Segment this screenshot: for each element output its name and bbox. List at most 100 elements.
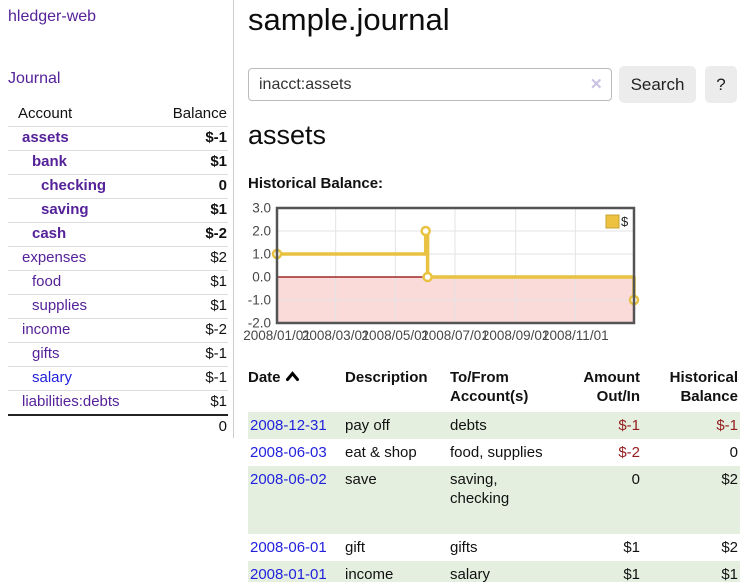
transaction-accounts: saving, checking bbox=[450, 466, 580, 534]
transaction-description: eat & shop bbox=[345, 444, 417, 461]
account-row: food $1 bbox=[8, 270, 228, 295]
svg-text:2.0: 2.0 bbox=[252, 224, 271, 239]
account-row: salary $-1 bbox=[8, 366, 228, 391]
svg-text:2008/07/01: 2008/07/01 bbox=[421, 328, 489, 343]
svg-text:1.0: 1.0 bbox=[252, 247, 271, 262]
page-title: sample.journal bbox=[248, 2, 450, 37]
svg-text:2008/11/01: 2008/11/01 bbox=[542, 328, 609, 343]
transaction-balance: 0 bbox=[729, 444, 738, 461]
svg-text:2008/01/01: 2008/01/01 bbox=[243, 328, 311, 343]
svg-text:$: $ bbox=[621, 214, 629, 229]
search-input[interactable] bbox=[248, 68, 612, 101]
column-header-balance: Historical Balance bbox=[669, 369, 738, 405]
account-row: saving $1 bbox=[8, 198, 228, 223]
account-row: liabilities:debts $1 bbox=[8, 390, 228, 416]
transaction-date-link[interactable]: 2008-06-03 bbox=[250, 444, 327, 461]
transaction-accounts: food, supplies bbox=[450, 444, 543, 461]
svg-text:3.0: 3.0 bbox=[252, 201, 271, 216]
account-link-assets[interactable]: assets bbox=[22, 129, 69, 146]
account-balance: 0 bbox=[218, 177, 227, 194]
svg-text:0.0: 0.0 bbox=[252, 270, 271, 285]
account-row: income $-2 bbox=[8, 318, 228, 343]
account-balance: $-2 bbox=[205, 225, 227, 242]
transaction-description: save bbox=[345, 466, 450, 534]
register-row: 2008-01-01 income salary $1 $1 bbox=[248, 561, 740, 582]
transaction-amount: $1 bbox=[623, 539, 640, 556]
svg-text:-1.0: -1.0 bbox=[248, 293, 271, 308]
register-row: 2008-06-03 eat & shop food, supplies $-2… bbox=[248, 439, 740, 466]
svg-text:2008/03/01: 2008/03/01 bbox=[302, 328, 370, 343]
column-header-description: Description bbox=[345, 369, 428, 386]
account-row: expenses $2 bbox=[8, 246, 228, 271]
account-link-saving[interactable]: saving bbox=[41, 201, 89, 218]
account-row: bank $1 bbox=[8, 150, 228, 175]
brand-link[interactable]: hledger-web bbox=[8, 8, 97, 25]
register-row: 2008-06-02 save saving, checking 0 $2 bbox=[248, 466, 740, 534]
register-row: 2008-06-01 gift gifts $1 $2 bbox=[248, 534, 740, 561]
account-link-supplies[interactable]: supplies bbox=[32, 297, 88, 314]
transaction-description: pay off bbox=[345, 412, 450, 439]
account-link-income[interactable]: income bbox=[22, 321, 71, 338]
account-row: cash $-2 bbox=[8, 222, 228, 247]
sidebar-divider bbox=[233, 0, 234, 438]
account-balance: $1 bbox=[210, 201, 227, 218]
accounts-column-header: Account bbox=[18, 105, 73, 122]
account-balance: $2 bbox=[210, 249, 227, 266]
transaction-date-link[interactable]: 2008-12-31 bbox=[250, 417, 327, 434]
account-row: gifts $-1 bbox=[8, 342, 228, 367]
transaction-amount: $-1 bbox=[580, 412, 642, 439]
account-link-salary[interactable]: salary bbox=[32, 369, 73, 386]
transaction-accounts: debts bbox=[450, 412, 580, 439]
account-balance-table: Account Balance assets $-1 bank $1 checkin… bbox=[8, 102, 228, 439]
account-link-cash[interactable]: cash bbox=[32, 225, 67, 242]
caret-up-icon bbox=[285, 371, 299, 381]
help-button[interactable]: ? bbox=[705, 66, 737, 103]
transaction-date-link[interactable]: 2008-06-02 bbox=[250, 471, 327, 488]
account-balance: $-1 bbox=[205, 129, 227, 146]
column-header-accounts: To/From Account(s) bbox=[450, 369, 529, 405]
register-row: 2008-12-31 pay off debts $-1 $-1 bbox=[248, 412, 740, 439]
account-link-bank[interactable]: bank bbox=[32, 153, 68, 170]
register-table: Date Description To/From Account(s) Amou… bbox=[248, 364, 740, 582]
account-balance: $-1 bbox=[205, 369, 227, 386]
transaction-amount: $-2 bbox=[618, 444, 640, 461]
chart-title: Historical Balance: bbox=[248, 175, 384, 192]
column-header-date: Date bbox=[248, 364, 345, 412]
transaction-accounts: salary bbox=[450, 561, 580, 582]
svg-text:2008/09/01: 2008/09/01 bbox=[482, 328, 550, 343]
account-balance: $1 bbox=[210, 273, 227, 290]
account-link-liabilities-debts[interactable]: liabilities:debts bbox=[22, 393, 120, 410]
transaction-balance: $2 bbox=[721, 539, 738, 556]
total-row: 0 bbox=[8, 415, 228, 439]
account-link-checking[interactable]: checking bbox=[41, 177, 107, 194]
search-button[interactable]: Search bbox=[619, 66, 696, 103]
transaction-balance: $-1 bbox=[642, 412, 740, 439]
historical-balance-chart: $3.0 2.0 1.0 0.0 -1.0 -2.02008/01/012008/03/0… bbox=[243, 201, 640, 343]
svg-text:2008/05/01: 2008/05/01 bbox=[362, 328, 430, 343]
account-row: assets $-1 bbox=[8, 126, 228, 151]
account-row: supplies $1 bbox=[8, 294, 228, 319]
transaction-balance: $1 bbox=[642, 561, 740, 582]
account-link-gifts[interactable]: gifts bbox=[32, 345, 60, 362]
account-link-food[interactable]: food bbox=[32, 273, 62, 290]
account-balance: $1 bbox=[210, 393, 227, 410]
clear-search-icon[interactable]: ✕ bbox=[590, 76, 603, 93]
account-balance: $1 bbox=[210, 297, 227, 314]
account-page-heading: assets bbox=[248, 120, 327, 150]
account-row: checking 0 bbox=[8, 174, 228, 199]
transaction-description: gift bbox=[345, 539, 366, 556]
account-balance: $1 bbox=[210, 153, 227, 170]
column-header-amount: Amount Out/In bbox=[583, 369, 640, 405]
balance-column-header: Balance bbox=[172, 105, 227, 122]
transaction-balance: $2 bbox=[642, 466, 740, 534]
sidebar-item-journal[interactable]: Journal bbox=[8, 70, 61, 87]
transaction-description: income bbox=[345, 561, 450, 582]
transaction-accounts: gifts bbox=[450, 539, 478, 556]
transaction-amount: 0 bbox=[580, 466, 642, 534]
account-balance: $-1 bbox=[205, 345, 227, 362]
transaction-date-link[interactable]: 2008-06-01 bbox=[250, 539, 327, 556]
account-link-expenses[interactable]: expenses bbox=[22, 249, 87, 266]
account-balance: $-2 bbox=[205, 321, 227, 338]
transaction-date-link[interactable]: 2008-01-01 bbox=[250, 566, 327, 582]
